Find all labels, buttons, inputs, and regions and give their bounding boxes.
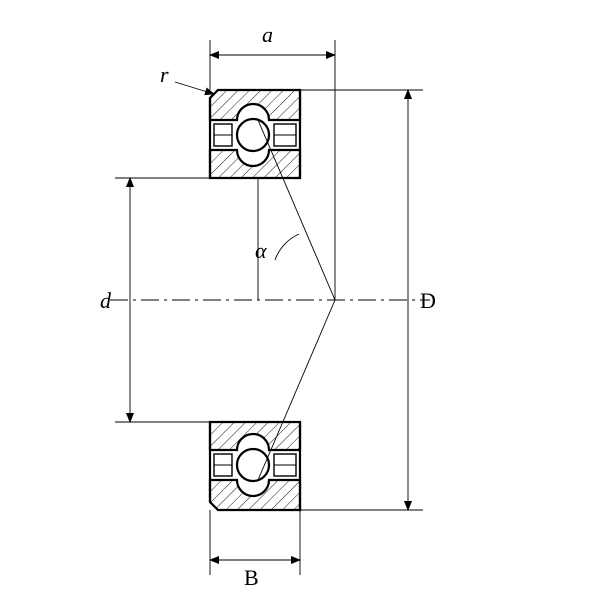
label-a: a bbox=[262, 22, 273, 48]
bearing-drawing bbox=[0, 0, 600, 600]
bearing-bottom bbox=[210, 422, 300, 510]
label-D: D bbox=[420, 288, 436, 314]
bearing-top bbox=[210, 90, 300, 178]
label-alpha: α bbox=[255, 238, 267, 264]
label-r: r bbox=[160, 62, 169, 88]
label-d: d bbox=[100, 288, 111, 314]
label-B: B bbox=[244, 565, 259, 591]
diagram-canvas: a r d D B α bbox=[0, 0, 600, 600]
dim-r bbox=[175, 82, 214, 94]
